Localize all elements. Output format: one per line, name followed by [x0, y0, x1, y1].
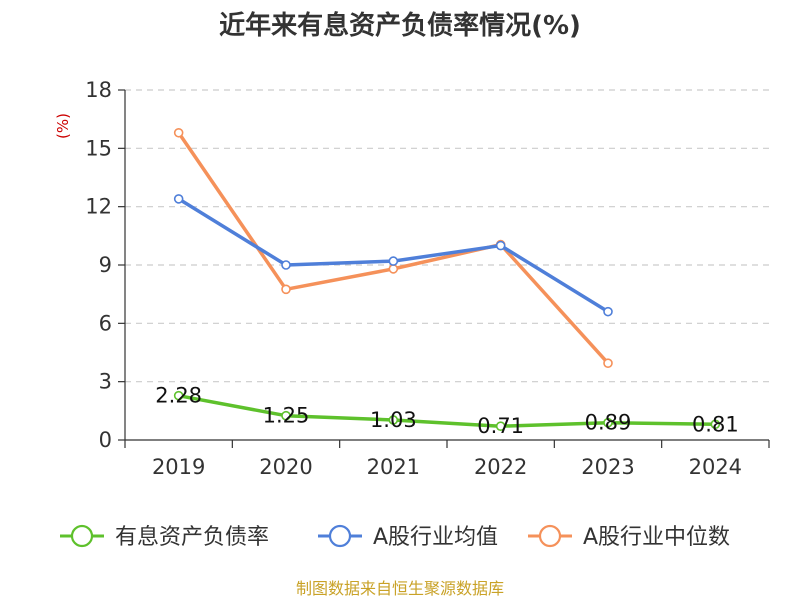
legend-label-0: 有息资产负债率 [115, 525, 269, 550]
y-tick-label-0: 0 [99, 428, 112, 452]
data-point-1-2023 [603, 306, 613, 317]
source-note: 制图数据来自恒生聚源数据库 [296, 579, 504, 598]
data-point-0-2019 [173, 390, 184, 401]
chart-title: 近年来有息资产负债率情况(%) [219, 10, 581, 41]
legend-item-1: A股行业均值 [318, 524, 498, 550]
series-layer [173, 127, 721, 431]
data-label-2019: 2.28 [155, 384, 202, 408]
data-label-2024: 0.81 [692, 412, 739, 436]
series-1 [173, 194, 613, 317]
x-tick-label-2020: 2020 [259, 455, 312, 479]
series-0 [173, 390, 721, 431]
data-labels: 2.28 1.25 1.03 0.71 0.89 0.81 [155, 384, 738, 439]
series-line-0 [178, 393, 716, 428]
data-point-2-2019 [173, 127, 184, 138]
legend-marker-2 [538, 524, 562, 548]
series-line-1 [177, 197, 609, 314]
series-line-2 [177, 131, 610, 365]
y-axis-unit-label: (%) [54, 113, 72, 139]
data-point-2-2020 [281, 284, 291, 295]
series-2 [173, 127, 613, 368]
data-label-2023: 0.89 [585, 411, 632, 435]
y-tick-label-3: 3 [99, 370, 112, 394]
data-point-0-2024 [710, 419, 721, 430]
data-point-1-2019 [173, 194, 184, 204]
y-tick-label-12: 12 [85, 195, 112, 219]
gridlines [125, 89, 769, 383]
x-tick-label-2021: 2021 [367, 455, 420, 479]
axes: 0 3 6 9 12 15 18 2019 2020 2021 2022 2023 2024 [85, 78, 770, 479]
legend-label-1: A股行业均值 [373, 525, 498, 550]
data-point-0-2020 [281, 410, 291, 421]
data-point-0-2022 [495, 421, 506, 431]
y-tick-label-6: 6 [99, 311, 112, 335]
y-tick-label-9: 9 [99, 253, 112, 277]
data-point-1-2021 [388, 256, 399, 266]
data-point-2-2021 [388, 264, 399, 274]
y-tick-label-15: 15 [85, 136, 112, 160]
data-point-0-2023 [603, 417, 613, 428]
data-point-0-2021 [388, 415, 399, 425]
legend-item-0: 有息资产负债率 [60, 524, 269, 550]
x-tick-label-2023: 2023 [581, 455, 634, 479]
legend: 有息资产负债率 A股行业均值 A股行业中位数 [60, 524, 730, 550]
x-tick-label-2022: 2022 [474, 455, 527, 479]
x-tick-label-2024: 2024 [689, 455, 742, 479]
y-tick-label-18: 18 [85, 78, 112, 102]
data-point-2-2023 [603, 358, 613, 368]
data-point-1-2022 [495, 240, 506, 251]
legend-marker-1 [328, 524, 352, 548]
legend-item-2: A股行业中位数 [528, 524, 730, 550]
data-label-2022: 0.71 [477, 414, 524, 438]
data-point-1-2020 [281, 260, 291, 270]
data-label-2020: 1.25 [263, 404, 310, 428]
legend-marker-0 [70, 524, 94, 548]
legend-label-2: A股行业中位数 [583, 525, 730, 550]
x-tick-label-2019: 2019 [152, 455, 205, 479]
data-label-2021: 1.03 [370, 408, 417, 432]
